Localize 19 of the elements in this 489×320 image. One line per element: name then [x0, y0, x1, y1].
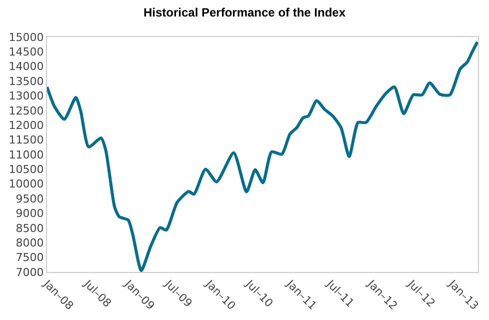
y-tick-label: 9000: [16, 207, 44, 220]
y-tick-label: 8000: [16, 236, 44, 250]
y-tick-label: 10000: [8, 178, 44, 191]
y-tick-label: 8500: [16, 222, 44, 235]
y-tick-label: 7000: [16, 266, 44, 279]
y-tick-label: 12000: [8, 118, 44, 132]
y-tick-label: 12500: [8, 104, 44, 118]
y-tick-label: 7500: [16, 251, 44, 264]
y-tick-label: 11500: [8, 134, 44, 147]
y-tick-label: 13500: [8, 74, 44, 88]
chart-title: Historical Performance of the Index: [143, 5, 346, 20]
y-tick-label: 9500: [16, 192, 44, 206]
y-tick-label: 10500: [8, 163, 44, 176]
line-series: [47, 40, 478, 272]
y-tick-label: 11000: [8, 148, 44, 162]
y-tick-label: 14500: [8, 46, 44, 59]
y-tick-label: 15000: [8, 30, 44, 44]
y-tick-label: 14000: [8, 60, 44, 74]
y-tick-label: 13000: [8, 90, 44, 103]
